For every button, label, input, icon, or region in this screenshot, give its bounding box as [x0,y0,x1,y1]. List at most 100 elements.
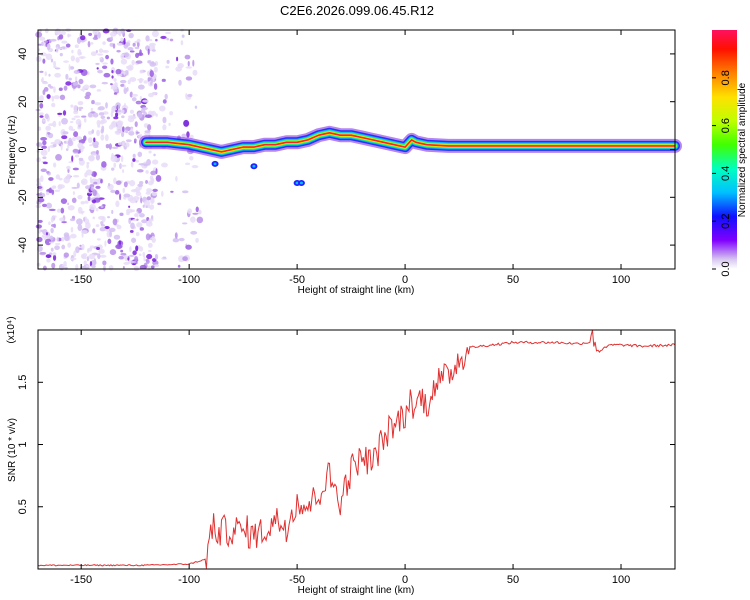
snr-scale-label: (x10⁴) [6,316,17,343]
noise-speck [143,80,148,84]
noise-speck [159,105,166,112]
noise-speck [89,176,93,184]
noise-speck [142,204,145,208]
noise-speck [89,245,95,249]
noise-speck [85,264,90,268]
noise-speck [152,188,158,192]
noise-speck [43,40,49,43]
noise-speck [86,256,90,262]
noise-speck [115,200,120,208]
noise-speck [151,191,158,197]
noise-speck [86,162,90,165]
noise-speck [83,84,90,90]
noise-speck [95,154,101,161]
noise-speck [101,161,107,168]
blob-core [252,164,256,168]
noise-speck [48,187,52,194]
noise-speck [146,159,151,166]
noise-speck [185,76,193,81]
noise-speck [162,124,167,131]
noise-speck [183,119,190,127]
noise-speck [42,58,46,64]
noise-speck [48,241,55,244]
noise-speck [58,87,63,91]
y-tick-label: 0.5 [17,499,29,514]
noise-speck [77,224,83,231]
noise-speck [102,28,110,34]
noise-speck [56,236,59,242]
noise-speck [149,175,154,181]
noise-speck [145,170,149,174]
noise-speck [51,189,55,195]
noise-speck [147,60,152,64]
noise-speck [110,58,114,65]
noise-speck [60,207,65,214]
x-tick-label: -150 [70,274,92,286]
noise-speck [99,57,103,60]
noise-speck [120,83,125,87]
noise-speck [108,227,116,233]
noise-speck [104,240,107,247]
noise-speck [36,236,43,243]
noise-speck [111,167,115,171]
noise-speck [129,180,136,187]
noise-speck [184,54,191,60]
noise-speck [36,262,41,267]
noise-speck [103,264,106,272]
noise-speck [61,221,67,224]
noise-speck [192,69,198,76]
noise-speck [132,250,137,256]
noise-speck [40,52,47,57]
noise-speck [136,131,140,134]
noise-speck [136,41,140,48]
noise-speck [141,106,148,111]
noise-speck [160,190,164,197]
noise-speck [41,41,44,47]
noise-speck [80,200,86,205]
noise-speck [62,131,69,135]
noise-speck [84,95,91,100]
noise-speck [108,143,112,150]
noise-speck [39,70,44,73]
noise-speck [124,142,130,148]
noise-speck [153,66,158,73]
noise-speck [50,216,54,223]
noise-speck [96,119,101,126]
noise-speck [81,115,87,118]
noise-speck [50,58,54,63]
noise-speck [52,162,57,168]
noise-speck [111,69,114,74]
noise-speck [70,104,74,108]
noise-speck [169,111,174,116]
noise-speck [126,87,129,92]
noise-speck [75,76,78,81]
noise-speck [187,60,190,67]
noise-speck [115,244,123,250]
noise-speck [115,180,122,186]
noise-speck [125,208,133,214]
noise-speck [117,108,122,115]
noise-speck [47,84,52,88]
noise-speck [198,209,202,215]
noise-speck [130,222,135,230]
noise-speck [105,102,108,109]
noise-speck [88,155,95,161]
noise-speck [135,245,139,252]
noise-speck [95,224,100,228]
noise-speck [181,133,187,138]
noise-speck [144,130,151,133]
noise-speck [151,258,157,262]
noise-speck [41,203,47,208]
noise-speck [61,117,68,125]
noise-speck [97,253,101,260]
noise-speck [102,41,106,45]
noise-speck [48,177,54,182]
noise-speck [42,119,46,122]
noise-speck [170,190,174,193]
noise-speck [96,67,99,70]
noise-speck [47,131,51,135]
noise-speck [186,131,190,138]
noise-speck [54,245,60,251]
noise-speck [61,264,67,267]
noise-speck [54,189,61,192]
